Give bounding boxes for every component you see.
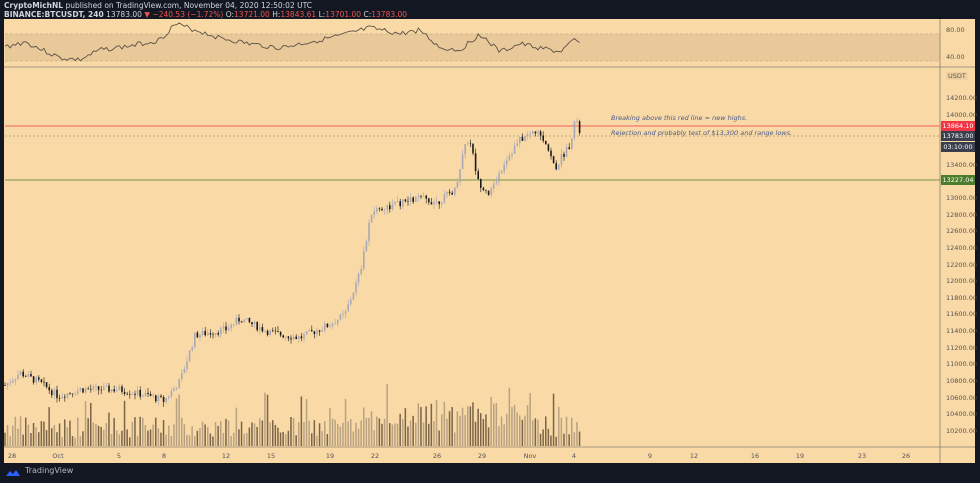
price-tick: 10400.00 [946,410,978,419]
time-tick: 9 [647,452,653,460]
published-text: published on TradingView.com, November 0… [65,1,312,10]
time-tick: 12 [689,452,699,460]
chart-frame[interactable] [4,19,975,463]
time-tick: 26 [901,452,911,460]
price-tick: 12200.00 [946,260,978,269]
brand-label[interactable]: TradingView [25,466,74,475]
time-tick: 8 [161,452,167,460]
countdown-tag: 03:10:00 [941,142,975,152]
green-line-price-tag: 13227.04 [941,175,975,185]
annotation-rejection: Rejection and probably test of $13,300 a… [611,129,793,137]
price-tick: 13000.00 [946,194,978,202]
price-tick: 12000.00 [946,277,978,286]
price-tick: 11600.00 [946,310,978,319]
annotation-breakout: Breaking above this red line = new highs… [611,114,748,122]
rsi-tick: 80.00 [946,26,965,34]
time-tick: 22 [370,452,380,460]
open-value: 13721.00 [234,10,270,19]
time-tick: 29 [477,452,487,460]
price-tick: 11400.00 [946,327,978,336]
last-price: 13783.00 [106,10,142,19]
high-value: 13843.61 [280,10,317,19]
candlesticks [4,117,581,407]
close-value: 13783.00 [371,10,408,19]
price-tick: 11800.00 [946,293,978,302]
time-tick: 23 [857,452,867,460]
symbol: BINANCE:BTCUSDT, 240 [4,10,104,19]
red-line-price-tag: 13864.10 [941,121,975,131]
price-tick: 12400.00 [946,243,978,252]
time-tick: 4 [571,452,577,460]
time-tick: Nov [523,452,537,460]
price-tick: 14000.00 [946,110,978,119]
time-tick: Oct [52,452,64,460]
change: ▼ −240.53 (−1.72%) [144,10,224,19]
time-tick: 19 [325,452,335,460]
time-tick: 26 [432,452,442,460]
price-tick: 12600.00 [946,227,978,236]
time-tick: 5 [116,452,122,460]
rsi-tick: 40.00 [946,53,965,61]
price-tick: 10200.00 [946,426,978,435]
price-tick: 13400.00 [946,160,978,169]
last-price-tag: 13783.00 [941,131,975,141]
volume-bars [4,384,581,446]
time-tick: 12 [221,452,231,460]
chart-header: CryptoMichNL published on TradingView.co… [4,1,408,19]
price-tick: 11000.00 [946,360,978,369]
rsi-line [4,22,580,62]
time-tick: 15 [266,452,276,460]
time-tick: 28 [7,452,17,460]
rsi-band [5,34,940,61]
time-tick: 16 [750,452,760,460]
price-tick: 10600.00 [946,393,978,402]
time-tick: 19 [795,452,805,460]
currency-label: USDT [946,72,968,80]
low-value: 13701.00 [325,10,362,19]
tradingview-logo-icon [6,470,20,476]
price-tick: 10800.00 [946,377,978,386]
publisher: CryptoMichNL [4,1,64,10]
footer: TradingView [6,466,73,475]
price-tick: 11200.00 [946,343,978,352]
price-tick: 12800.00 [946,210,978,219]
price-tick: 14200.00 [946,94,978,103]
